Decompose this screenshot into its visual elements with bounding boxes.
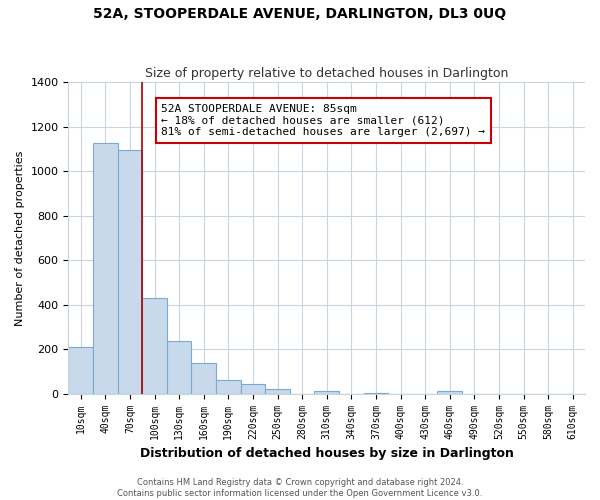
Bar [241, 384, 265, 394]
Text: Contains HM Land Registry data © Crown copyright and database right 2024.
Contai: Contains HM Land Registry data © Crown c… [118, 478, 482, 498]
Bar [167, 342, 191, 394]
Y-axis label: Number of detached properties: Number of detached properties [15, 150, 25, 326]
Bar [191, 362, 216, 394]
Text: 52A, STOOPERDALE AVENUE, DARLINGTON, DL3 0UQ: 52A, STOOPERDALE AVENUE, DARLINGTON, DL3… [94, 8, 506, 22]
Title: Size of property relative to detached houses in Darlington: Size of property relative to detached ho… [145, 66, 508, 80]
Text: 52A STOOPERDALE AVENUE: 85sqm
← 18% of detached houses are smaller (612)
81% of : 52A STOOPERDALE AVENUE: 85sqm ← 18% of d… [161, 104, 485, 137]
X-axis label: Distribution of detached houses by size in Darlington: Distribution of detached houses by size … [140, 447, 514, 460]
Bar [265, 389, 290, 394]
Bar [68, 347, 93, 394]
Bar [142, 298, 167, 394]
Bar [314, 390, 339, 394]
Bar [216, 380, 241, 394]
Bar [364, 392, 388, 394]
Bar [437, 392, 462, 394]
Bar [93, 144, 118, 394]
Bar [118, 150, 142, 394]
